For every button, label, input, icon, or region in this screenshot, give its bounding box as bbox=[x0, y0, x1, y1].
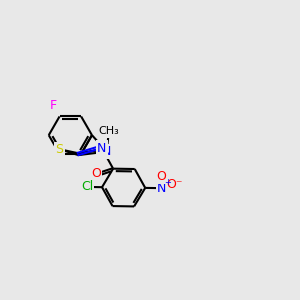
Text: N: N bbox=[102, 145, 112, 158]
Text: O⁻: O⁻ bbox=[167, 178, 183, 190]
Text: N: N bbox=[157, 182, 166, 195]
Text: +: + bbox=[164, 178, 171, 187]
Text: N: N bbox=[97, 142, 106, 154]
Text: Cl: Cl bbox=[81, 180, 93, 194]
Text: S: S bbox=[56, 143, 64, 156]
Text: O: O bbox=[157, 169, 166, 182]
Text: CH₃: CH₃ bbox=[98, 127, 119, 136]
Text: O: O bbox=[91, 167, 101, 180]
Text: F: F bbox=[50, 99, 57, 112]
